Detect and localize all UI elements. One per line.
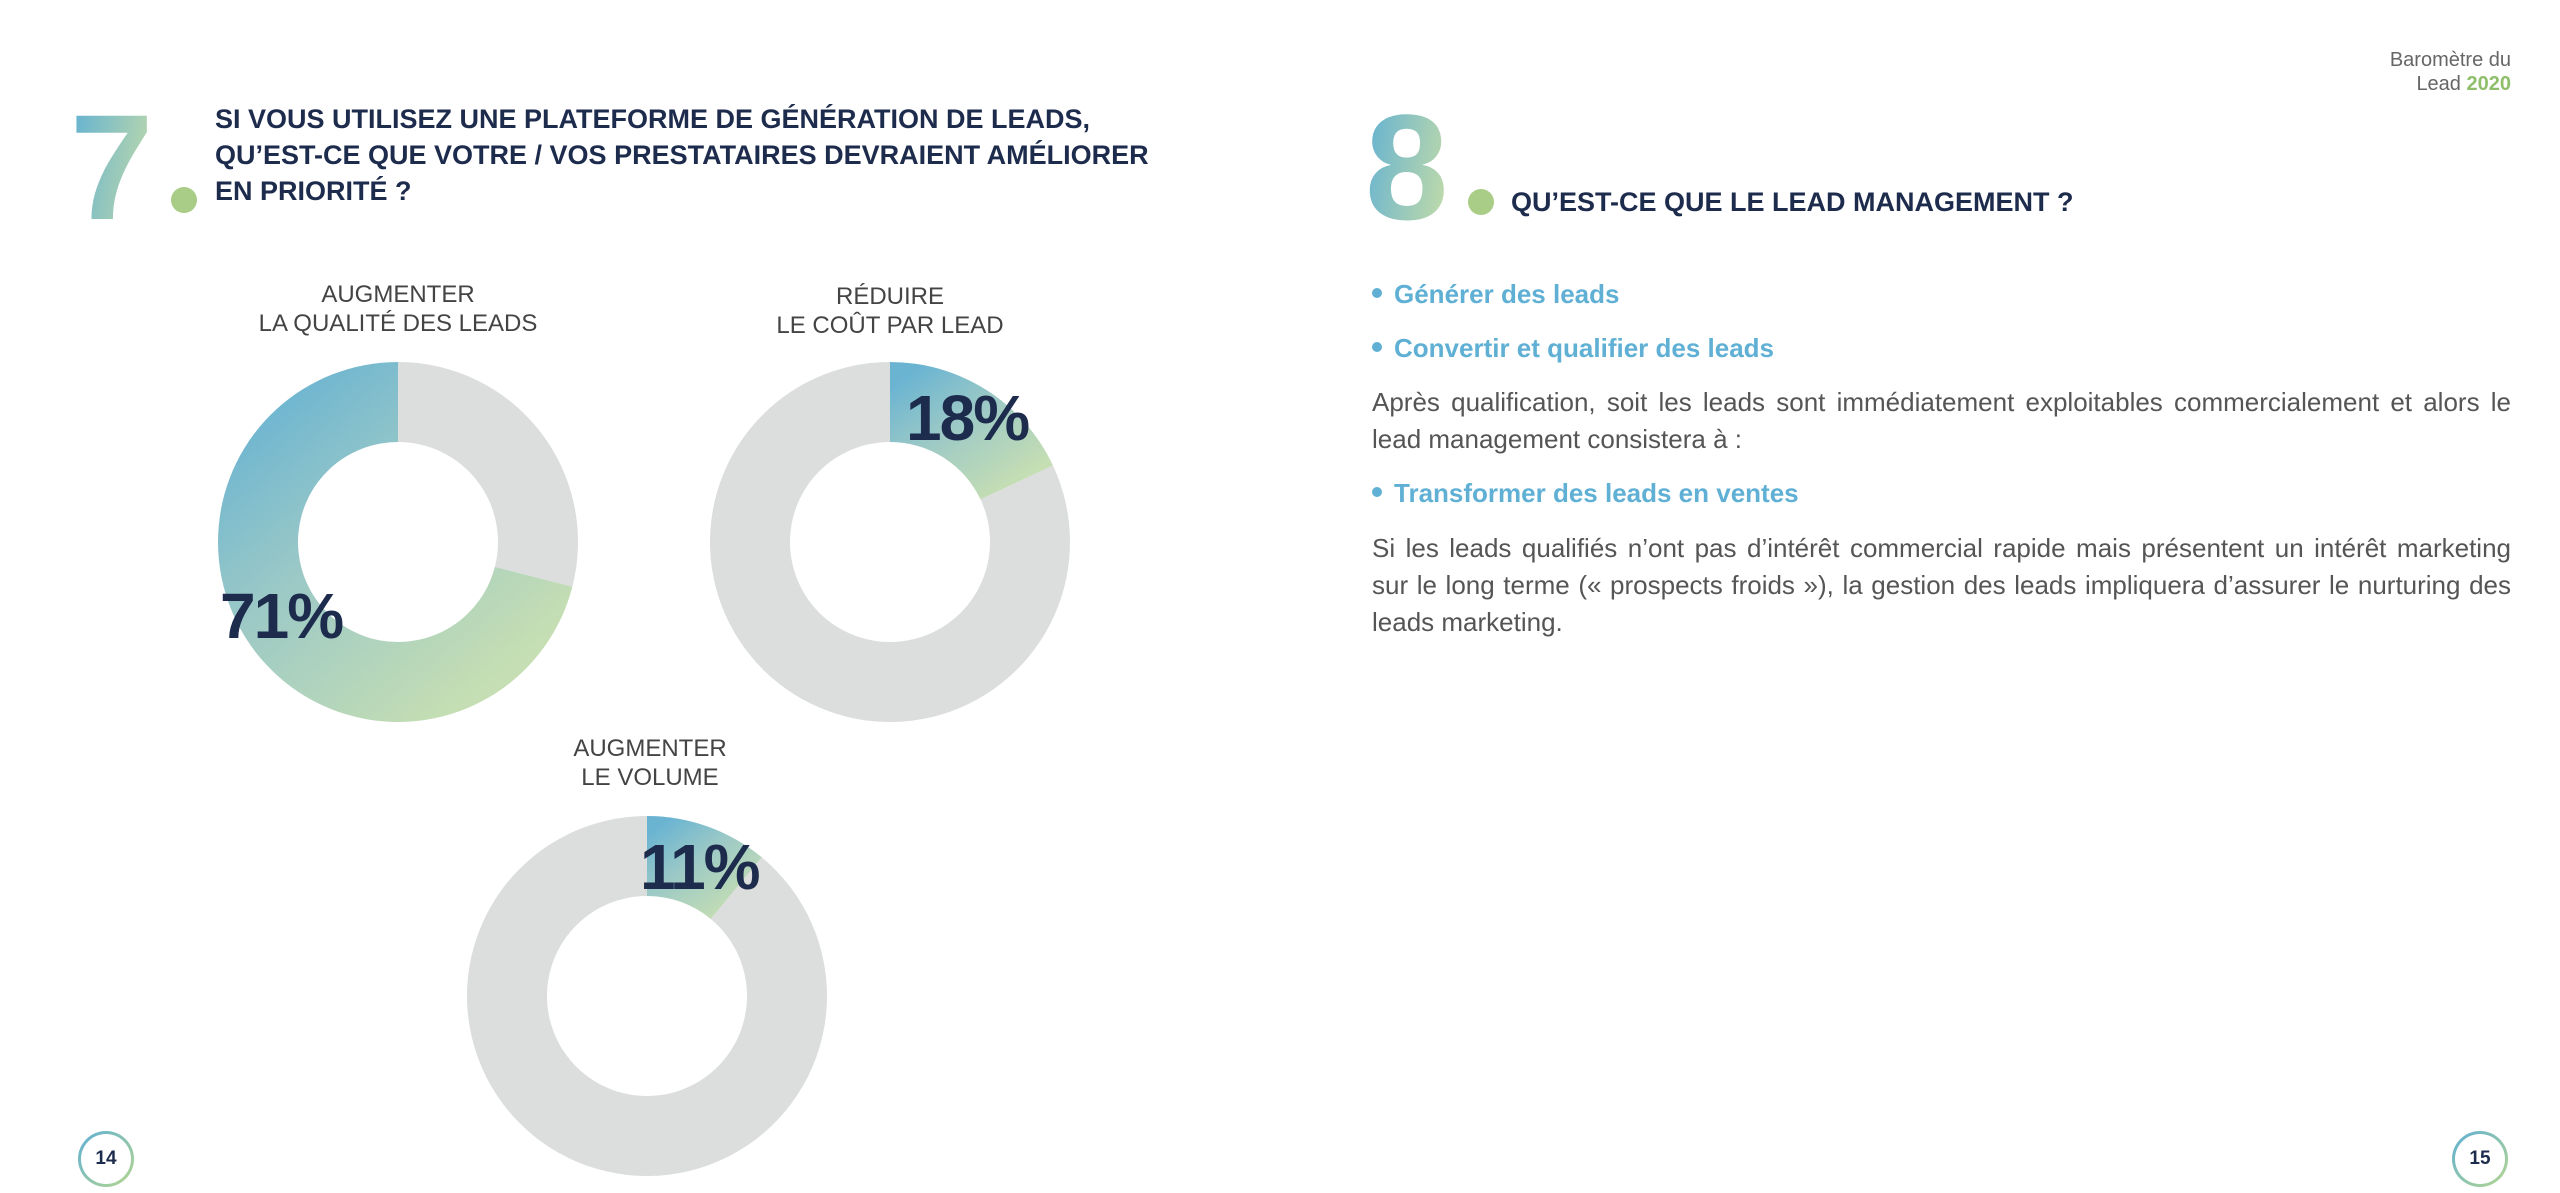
brand-line1: Baromètre du [2389,49,2511,71]
question-line: QU’EST-CE QUE VOTRE / VOS PRESTATAIRES D… [215,140,1149,170]
paragraph-1: Après qualification, soit les leads sont… [1372,387,2511,454]
bullet-item: Générer des leads [1372,279,1619,310]
chart-title-line: AUGMENTER [321,281,475,308]
donut-chart-quality [218,362,578,722]
chart-title-line: AUGMENTER [573,735,727,762]
donut-chart-cost [710,362,1070,722]
donut-value-label: 71% [220,580,344,652]
donut-value-segment [647,816,762,919]
chart-title-quality: AUGMENTER LA QUALITÉ DES LEADS [148,280,648,338]
donut-remainder-segment [467,816,827,1176]
donut-chart-volume [467,816,827,1176]
chart-title-line: LE COÛT PAR LEAD [776,312,1004,339]
page-number-15: 15 [2452,1131,2508,1187]
bullet-dot-icon [1372,342,1382,353]
donut-value-label: 11% [640,831,761,903]
question-line: EN PRIORITÉ ? [215,176,412,206]
chart-title-line: LA QUALITÉ DES LEADS [258,310,538,337]
bullet-item: Convertir et qualifier des leads [1372,333,1774,364]
question-number-7: 7 [70,83,153,251]
chart-title-line: RÉDUIRE [835,283,944,310]
chart-title-line: LE VOLUME [581,764,719,791]
brand-lead: Lead [2416,73,2467,95]
number-dot [171,187,197,213]
donut-value-segment [890,362,1053,500]
brand-header: Baromètre du Lead 2020 [2390,48,2511,96]
question-number-8: 8 [1365,83,1448,251]
paragraph-2: Si les leads qualifiés n’ont pas d’intér… [1372,533,2511,637]
donut-remainder-segment [710,362,1070,722]
donut-remainder-segment [398,362,578,587]
bullet-text: Transformer des leads en ventes [1394,478,1799,508]
number-dot [1468,189,1494,215]
bullet-text: Convertir et qualifier des leads [1394,333,1775,363]
donut-value-label: 18% [906,382,1030,454]
bullet-text: Générer des leads [1394,279,1620,309]
chart-title-cost: RÉDUIRE LE COÛT PAR LEAD [640,282,1140,340]
page-number-14: 14 [78,1131,134,1187]
chart-title-volume: AUGMENTER LE VOLUME [400,734,900,792]
question-8-title: QU’EST-CE QUE LE LEAD MANAGEMENT ? [1511,187,2074,217]
bullet-dot-icon [1372,487,1382,498]
question-7-title: SI VOUS UTILISEZ UNE PLATEFORME DE GÉNÉR… [215,101,1149,209]
bullet-dot-icon [1372,288,1382,299]
question-line: SI VOUS UTILISEZ UNE PLATEFORME DE GÉNÉR… [215,104,1091,134]
brand-line2: Lead 2020 [2390,72,2511,96]
brand-year: 2020 [2466,73,2512,95]
bullet-item: Transformer des leads en ventes [1372,478,1799,509]
donut-value-segment [218,362,573,722]
